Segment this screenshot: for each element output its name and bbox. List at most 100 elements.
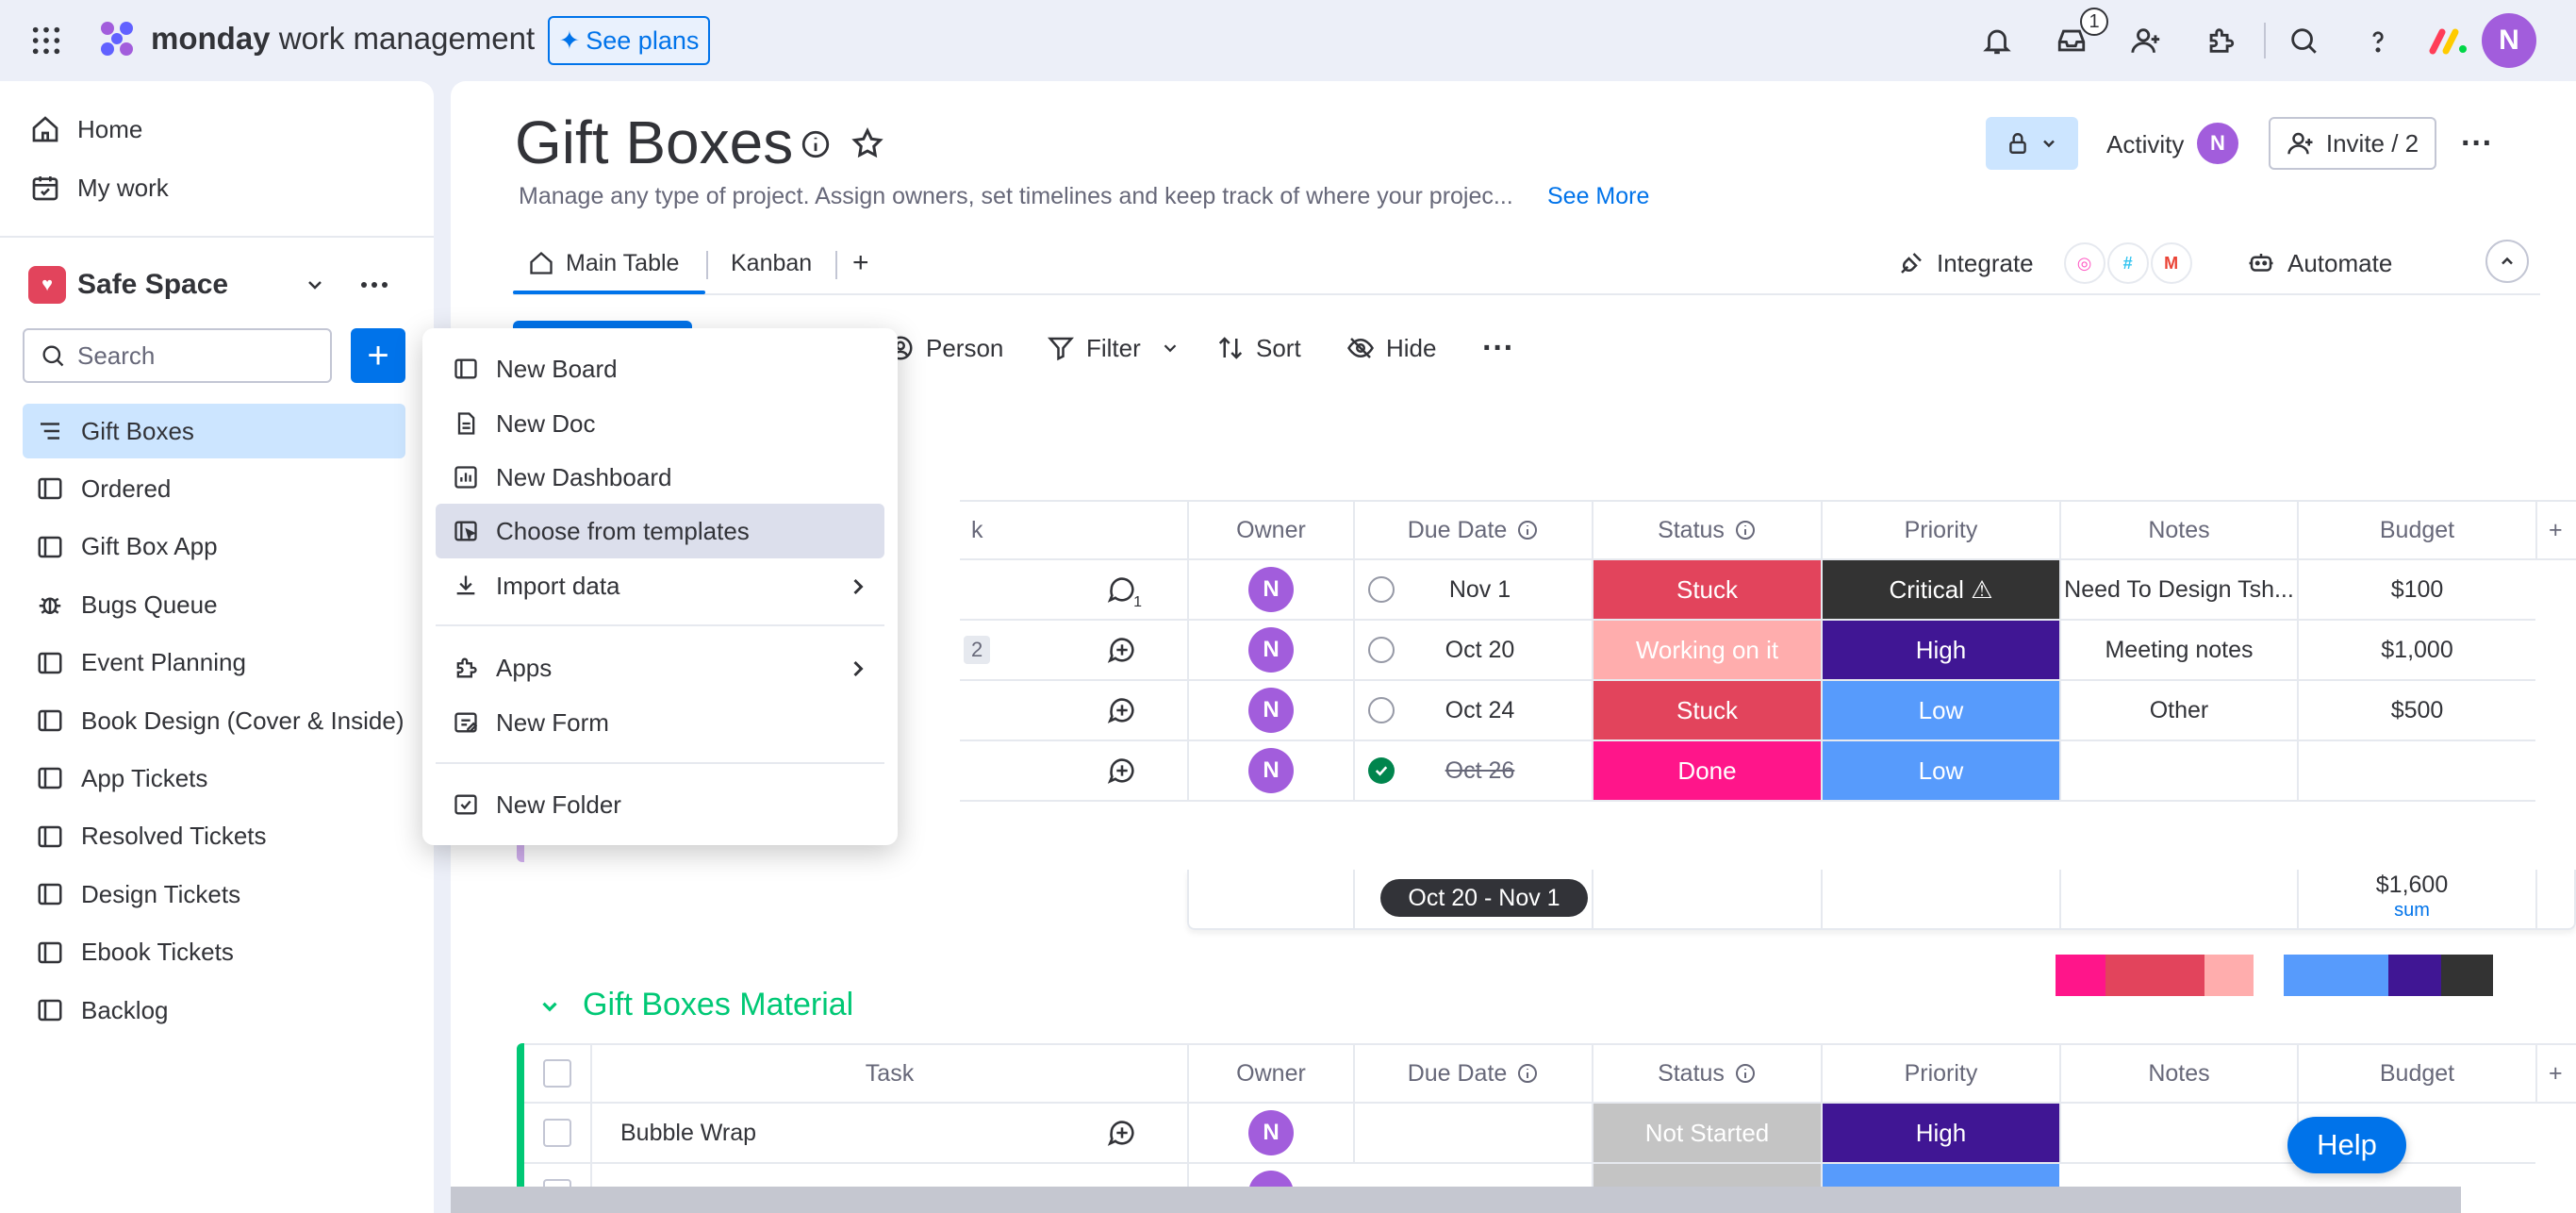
subitems-cell[interactable] (960, 741, 1057, 802)
collapse-header-button[interactable] (2485, 240, 2529, 283)
updates-cell[interactable] (1057, 1104, 1187, 1164)
horizontal-scrollbar[interactable] (451, 1187, 2461, 1213)
tab-main-table[interactable]: Main Table (528, 238, 679, 289)
info-icon[interactable] (1734, 519, 1757, 541)
sidebar-item-event-planning[interactable]: Event Planning (23, 636, 405, 690)
sidebar-item-resolved-tickets[interactable]: Resolved Tickets (23, 809, 405, 864)
due-date-cell[interactable]: Oct 26 (1353, 741, 1592, 802)
budget-sum-label[interactable]: sum (2394, 900, 2430, 921)
see-plans-button[interactable]: ✦ See plans (548, 16, 710, 65)
sidebar-item-ebook-tickets[interactable]: Ebook Tickets (23, 925, 405, 980)
sort-button[interactable]: Sort (1216, 321, 1301, 375)
due-date-cell[interactable]: Oct 20 (1353, 621, 1592, 681)
column-header-status[interactable]: Status (1592, 500, 1821, 560)
filter-button[interactable]: Filter (1047, 321, 1181, 375)
sidebar-home[interactable]: Home (30, 106, 142, 153)
workspace-more-icon[interactable] (358, 272, 390, 298)
notes-cell[interactable] (2059, 1104, 2297, 1164)
favorite-star-icon[interactable] (850, 126, 884, 160)
column-header-owner[interactable]: Owner (1187, 1043, 1353, 1104)
menu-item-new-doc[interactable]: New Doc (436, 396, 884, 451)
priority-cell[interactable]: Low (1821, 681, 2059, 741)
info-icon[interactable] (1516, 519, 1539, 541)
sidebar-item-gift-box-app[interactable]: Gift Box App (23, 520, 405, 574)
column-header-notes[interactable]: Notes (2059, 500, 2297, 560)
budget-cell[interactable]: $100 (2297, 560, 2535, 621)
add-update-icon[interactable] (1106, 694, 1138, 726)
priority-cell[interactable]: High (1821, 1104, 2059, 1164)
help-question-icon[interactable] (2354, 17, 2402, 64)
menu-item-new-board[interactable]: New Board (436, 341, 884, 396)
budget-cell[interactable] (2297, 741, 2535, 802)
due-date-range-badge[interactable]: Oct 20 - Nov 1 (1380, 879, 1588, 917)
automate-button[interactable]: Automate (2246, 238, 2392, 289)
notes-cell[interactable]: Meeting notes (2059, 621, 2297, 681)
sidebar-item-ordered[interactable]: Ordered (23, 461, 405, 516)
status-cell[interactable]: Working on it (1592, 621, 1821, 681)
subitems-cell[interactable] (960, 681, 1057, 741)
sidebar-item-design-tickets[interactable]: Design Tickets (23, 867, 405, 922)
board-more-icon[interactable]: ··· (2461, 125, 2493, 161)
sidebar-item-gift-boxes[interactable]: Gift Boxes (23, 404, 405, 458)
group-collapse-chevron-icon[interactable] (537, 994, 562, 1019)
integrate-button[interactable]: Integrate ◎ # M (1897, 238, 2192, 289)
owner-avatar[interactable]: N (1248, 1110, 1294, 1155)
sidebar-search-input[interactable]: Search (23, 328, 332, 383)
date-checkbox[interactable] (1368, 697, 1395, 723)
monday-products-icon[interactable] (2429, 23, 2470, 58)
add-update-icon[interactable] (1106, 634, 1138, 666)
invite-members-icon[interactable] (2122, 17, 2170, 64)
menu-item-new-dashboard[interactable]: New Dashboard (436, 450, 884, 505)
owner-avatar[interactable]: N (1248, 748, 1294, 793)
help-button[interactable]: Help (2287, 1117, 2406, 1173)
due-date-cell[interactable] (1353, 1104, 1592, 1164)
add-view-button[interactable]: + (852, 247, 869, 278)
column-header-notes[interactable]: Notes (2059, 1043, 2297, 1104)
tab-kanban[interactable]: Kanban (731, 249, 813, 276)
select-all-checkbox-cell[interactable] (524, 1043, 590, 1104)
notes-cell[interactable]: Other (2059, 681, 2297, 741)
app-grid-icon[interactable] (23, 17, 70, 64)
date-checkbox[interactable] (1368, 637, 1395, 663)
owner-cell[interactable]: N (1187, 1104, 1353, 1164)
add-update-icon[interactable] (1106, 755, 1138, 787)
sidebar-item-book-design-cover-inside[interactable]: Book Design (Cover & Inside) (23, 693, 405, 748)
summary-segment[interactable] (2388, 955, 2441, 996)
updates-cell[interactable] (1057, 621, 1187, 681)
column-header-due-date[interactable]: Due Date (1353, 1043, 1592, 1104)
menu-item-choose-from-templates[interactable]: Choose from templates (436, 504, 884, 558)
done-check-icon[interactable] (1368, 757, 1395, 784)
see-more-link[interactable]: See More (1547, 183, 1650, 209)
marketplace-puzzle-icon[interactable] (2197, 17, 2244, 64)
sidebar-item-app-tickets[interactable]: App Tickets (23, 751, 405, 806)
updates-cell[interactable] (1057, 681, 1187, 741)
owner-avatar[interactable]: N (1248, 688, 1294, 733)
status-cell[interactable]: Stuck (1592, 560, 1821, 621)
info-icon[interactable] (1734, 1062, 1757, 1085)
updates-icon[interactable]: 1 (1106, 573, 1142, 611)
owner-cell[interactable]: N (1187, 681, 1353, 741)
notes-cell[interactable]: Need To Design Tsh... (2059, 560, 2297, 621)
due-date-cell[interactable]: Oct 24 (1353, 681, 1592, 741)
summary-segment[interactable] (2284, 955, 2388, 996)
user-avatar[interactable]: N (2482, 13, 2536, 68)
status-cell[interactable]: Done (1592, 741, 1821, 802)
summary-segment[interactable] (2056, 955, 2105, 996)
column-header-budget[interactable]: Budget (2297, 500, 2535, 560)
budget-cell[interactable]: $500 (2297, 681, 2535, 741)
sidebar-my-work[interactable]: My work (30, 164, 169, 211)
updates-cell[interactable]: 1 (1057, 560, 1187, 621)
checkbox[interactable] (543, 1059, 571, 1088)
subitems-cell[interactable] (960, 560, 1057, 621)
status-cell[interactable]: Stuck (1592, 681, 1821, 741)
add-update-icon[interactable] (1106, 1117, 1138, 1149)
search-icon[interactable] (2280, 17, 2327, 64)
checkbox[interactable] (543, 1119, 571, 1147)
row-checkbox-cell[interactable] (524, 1104, 590, 1164)
summary-segment[interactable] (2105, 955, 2204, 996)
column-header-due-date[interactable]: Due Date (1353, 500, 1592, 560)
menu-item-new-form[interactable]: New Form (436, 695, 884, 750)
due-date-cell[interactable]: Nov 1 (1353, 560, 1592, 621)
subitems-cell[interactable]: 2 (960, 621, 1057, 681)
column-header-status[interactable]: Status (1592, 1043, 1821, 1104)
